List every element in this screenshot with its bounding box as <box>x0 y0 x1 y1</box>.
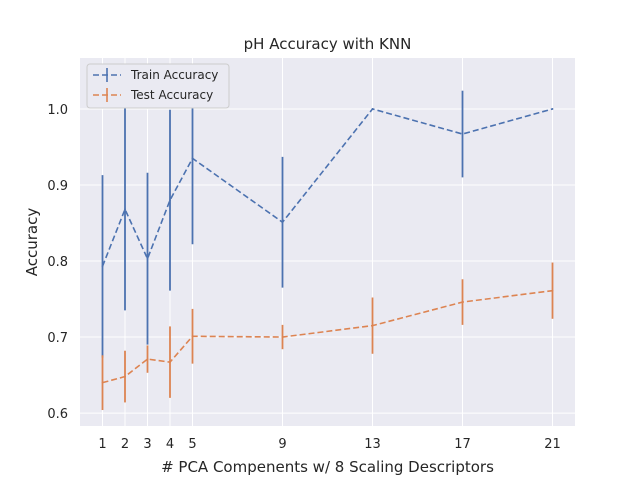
x-tick-label: 21 <box>544 437 561 452</box>
train-point <box>461 133 464 135</box>
test-point <box>191 335 194 338</box>
x-tick-label: 4 <box>166 437 174 452</box>
train-point <box>169 199 171 202</box>
plot-area <box>80 58 575 426</box>
x-tick-label: 9 <box>278 437 286 452</box>
test-point <box>101 381 104 384</box>
legend: Train Accuracy Test Accuracy <box>86 63 230 109</box>
legend-box <box>86 63 230 109</box>
x-tick-label: 5 <box>188 437 196 452</box>
train-point <box>124 208 126 211</box>
y-axis: 0.6 0.7 0.8 0.9 1.0 <box>47 103 68 422</box>
x-tick-label: 13 <box>364 437 381 452</box>
train-point <box>551 108 554 110</box>
train-point <box>191 157 194 160</box>
y-tick-label: 1.0 <box>47 103 68 118</box>
y-tick-label: 0.6 <box>47 407 68 422</box>
test-series <box>101 262 554 411</box>
x-tick-label: 1 <box>98 437 106 452</box>
test-point <box>169 361 171 364</box>
train-legend-label: Train Accuracy <box>130 68 218 82</box>
train-point <box>101 265 104 268</box>
x-tick-label: 17 <box>454 437 471 452</box>
y-tick-label: 0.9 <box>47 179 68 194</box>
x-axis: 1 2 3 4 5 9 13 17 21 <box>98 437 560 452</box>
test-point <box>281 336 284 338</box>
test-point <box>124 375 126 378</box>
chart-title: pH Accuracy with KNN <box>244 35 412 53</box>
test-legend-label: Test Accuracy <box>130 88 213 102</box>
x-tick-label: 2 <box>121 437 129 452</box>
train-point <box>281 221 284 224</box>
x-axis-label: # PCA Compenents w/ 8 Scaling Descriptor… <box>161 458 494 476</box>
test-point <box>371 324 374 327</box>
test-point <box>146 358 149 360</box>
y-axis-label: Accuracy <box>23 208 41 277</box>
y-tick-label: 0.7 <box>47 331 68 346</box>
train-point <box>371 108 374 110</box>
y-tick-label: 0.8 <box>47 255 68 270</box>
test-point <box>461 301 464 303</box>
x-tick-label: 3 <box>143 437 151 452</box>
test-point <box>551 289 554 292</box>
train-point <box>146 257 149 260</box>
